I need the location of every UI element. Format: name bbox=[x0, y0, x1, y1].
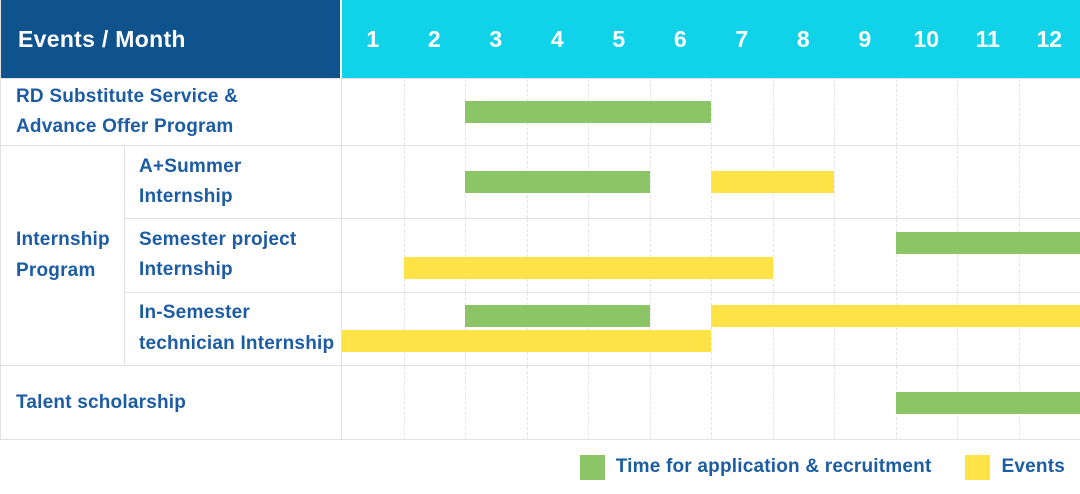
internship-sub-rows: A+Summer Internship Semester project Int… bbox=[125, 146, 1080, 365]
group-label-internship-program: Internship Program bbox=[1, 146, 125, 365]
row-a-summer-internship: A+Summer Internship bbox=[125, 146, 1080, 219]
month-gridline bbox=[403, 146, 405, 219]
month-gridline bbox=[588, 219, 589, 292]
month-gridline bbox=[403, 292, 405, 365]
timeline-rd-substitute bbox=[342, 79, 1080, 145]
month-gridline bbox=[649, 292, 651, 365]
gantt-bar-yellow bbox=[342, 330, 711, 353]
month-gridline bbox=[1018, 292, 1020, 365]
timeline-semester-project-internship bbox=[342, 219, 1080, 292]
month-gridline bbox=[895, 219, 897, 292]
legend-label-application-recruitment: Time for application & recruitment bbox=[615, 456, 932, 477]
month-gridline bbox=[649, 366, 651, 440]
gantt-bar-yellow bbox=[711, 171, 834, 194]
legend-swatch-green bbox=[579, 454, 605, 480]
month-gridline bbox=[772, 219, 774, 292]
row-label-in-semester-technician-internship: In-Semester technician Internship bbox=[125, 292, 342, 365]
month-header-label: 8 bbox=[796, 25, 810, 52]
month-gridline bbox=[957, 219, 958, 292]
month-gridline bbox=[1018, 79, 1020, 145]
row-label-a-summer-internship: A+Summer Internship bbox=[125, 146, 342, 219]
events-month-table: Events / Month 1 2 3 4 5 6 7 8 9 10 11 12 RD Substi… bbox=[0, 0, 1080, 440]
month-gridline bbox=[1018, 219, 1020, 292]
row-group-internship-program: Internship Program A+Summer Internship S… bbox=[1, 145, 1080, 365]
gantt-bar-yellow bbox=[711, 305, 1080, 328]
month-header-label: 9 bbox=[858, 25, 872, 52]
gantt-bar-green bbox=[895, 231, 1080, 254]
month-gridline bbox=[526, 366, 528, 440]
month-gridline bbox=[526, 292, 528, 365]
month-gridline bbox=[711, 79, 712, 145]
month-gridline bbox=[711, 366, 712, 440]
month-gridline bbox=[772, 366, 774, 440]
row-label-talent-scholarship: Talent scholarship bbox=[1, 366, 342, 440]
month-gridline bbox=[403, 79, 405, 145]
timeline-in-semester-technician-internship bbox=[342, 292, 1080, 365]
header-divider bbox=[340, 0, 342, 78]
month-gridline bbox=[834, 366, 835, 440]
month-gridline bbox=[403, 219, 405, 292]
month-gridline bbox=[957, 146, 958, 219]
row-semester-project-internship: Semester project Internship bbox=[125, 218, 1080, 292]
timeline-talent-scholarship bbox=[342, 366, 1080, 440]
month-gridline bbox=[834, 146, 835, 219]
gantt-bar-green bbox=[465, 305, 650, 328]
month-header-label: 10 bbox=[913, 25, 940, 52]
month-header-label: 11 bbox=[975, 25, 1000, 52]
month-header-label: 1 bbox=[366, 25, 380, 52]
month-header-label: 4 bbox=[550, 25, 564, 52]
month-gridline bbox=[772, 79, 774, 145]
month-gridline bbox=[588, 292, 589, 365]
month-gridline bbox=[465, 366, 466, 440]
row-label-rd-substitute: RD Substitute Service & Advance Offer Pr… bbox=[1, 79, 342, 145]
month-gridline bbox=[526, 219, 528, 292]
legend-label-events: Events bbox=[1001, 456, 1065, 477]
month-gridline bbox=[465, 292, 466, 365]
month-gridline bbox=[895, 146, 897, 219]
month-gridline bbox=[649, 146, 651, 219]
table-header: Events / Month 1 2 3 4 5 6 7 8 9 10 11 12 bbox=[1, 0, 1080, 78]
gantt-bar-green bbox=[895, 392, 1080, 414]
legend: Time for application & recruitment Event… bbox=[0, 440, 1080, 494]
month-header-label: 5 bbox=[612, 25, 626, 52]
gantt-bar-green bbox=[465, 171, 650, 194]
month-gridline bbox=[834, 292, 835, 365]
month-header-row: 1 2 3 4 5 6 7 8 9 10 11 12 bbox=[342, 0, 1080, 78]
month-header-label: 7 bbox=[735, 25, 749, 52]
table-corner-title: Events / Month bbox=[1, 0, 340, 78]
month-gridline bbox=[895, 79, 897, 145]
month-gridline bbox=[772, 292, 774, 365]
row-talent-scholarship: Talent scholarship bbox=[1, 365, 1080, 440]
month-header-label: 3 bbox=[489, 25, 503, 52]
timeline-a-summer-internship bbox=[342, 146, 1080, 219]
row-rd-substitute: RD Substitute Service & Advance Offer Pr… bbox=[1, 78, 1080, 145]
gantt-bar-yellow bbox=[403, 256, 773, 279]
month-gridline bbox=[711, 292, 712, 365]
row-label-semester-project-internship: Semester project Internship bbox=[125, 219, 342, 292]
month-gridline bbox=[957, 292, 958, 365]
row-in-semester-technician-internship: In-Semester technician Internship bbox=[125, 291, 1080, 365]
month-gridline bbox=[957, 79, 958, 145]
month-gridline bbox=[834, 219, 835, 292]
month-gridline bbox=[834, 79, 835, 145]
month-gridline bbox=[711, 219, 712, 292]
legend-item-events: Events bbox=[965, 454, 1065, 480]
legend-swatch-yellow bbox=[965, 454, 991, 480]
gantt-bar-green bbox=[465, 101, 711, 123]
month-header-label: 2 bbox=[427, 25, 441, 52]
month-header-label: 12 bbox=[1036, 25, 1063, 52]
month-gridline bbox=[403, 366, 405, 440]
month-gridline bbox=[895, 292, 897, 365]
month-gridline bbox=[465, 219, 466, 292]
month-gridline bbox=[649, 219, 651, 292]
month-gridline bbox=[588, 366, 589, 440]
month-gridline bbox=[1018, 146, 1020, 219]
month-header-label: 6 bbox=[673, 25, 687, 52]
legend-item-application-recruitment: Time for application & recruitment bbox=[579, 454, 932, 480]
